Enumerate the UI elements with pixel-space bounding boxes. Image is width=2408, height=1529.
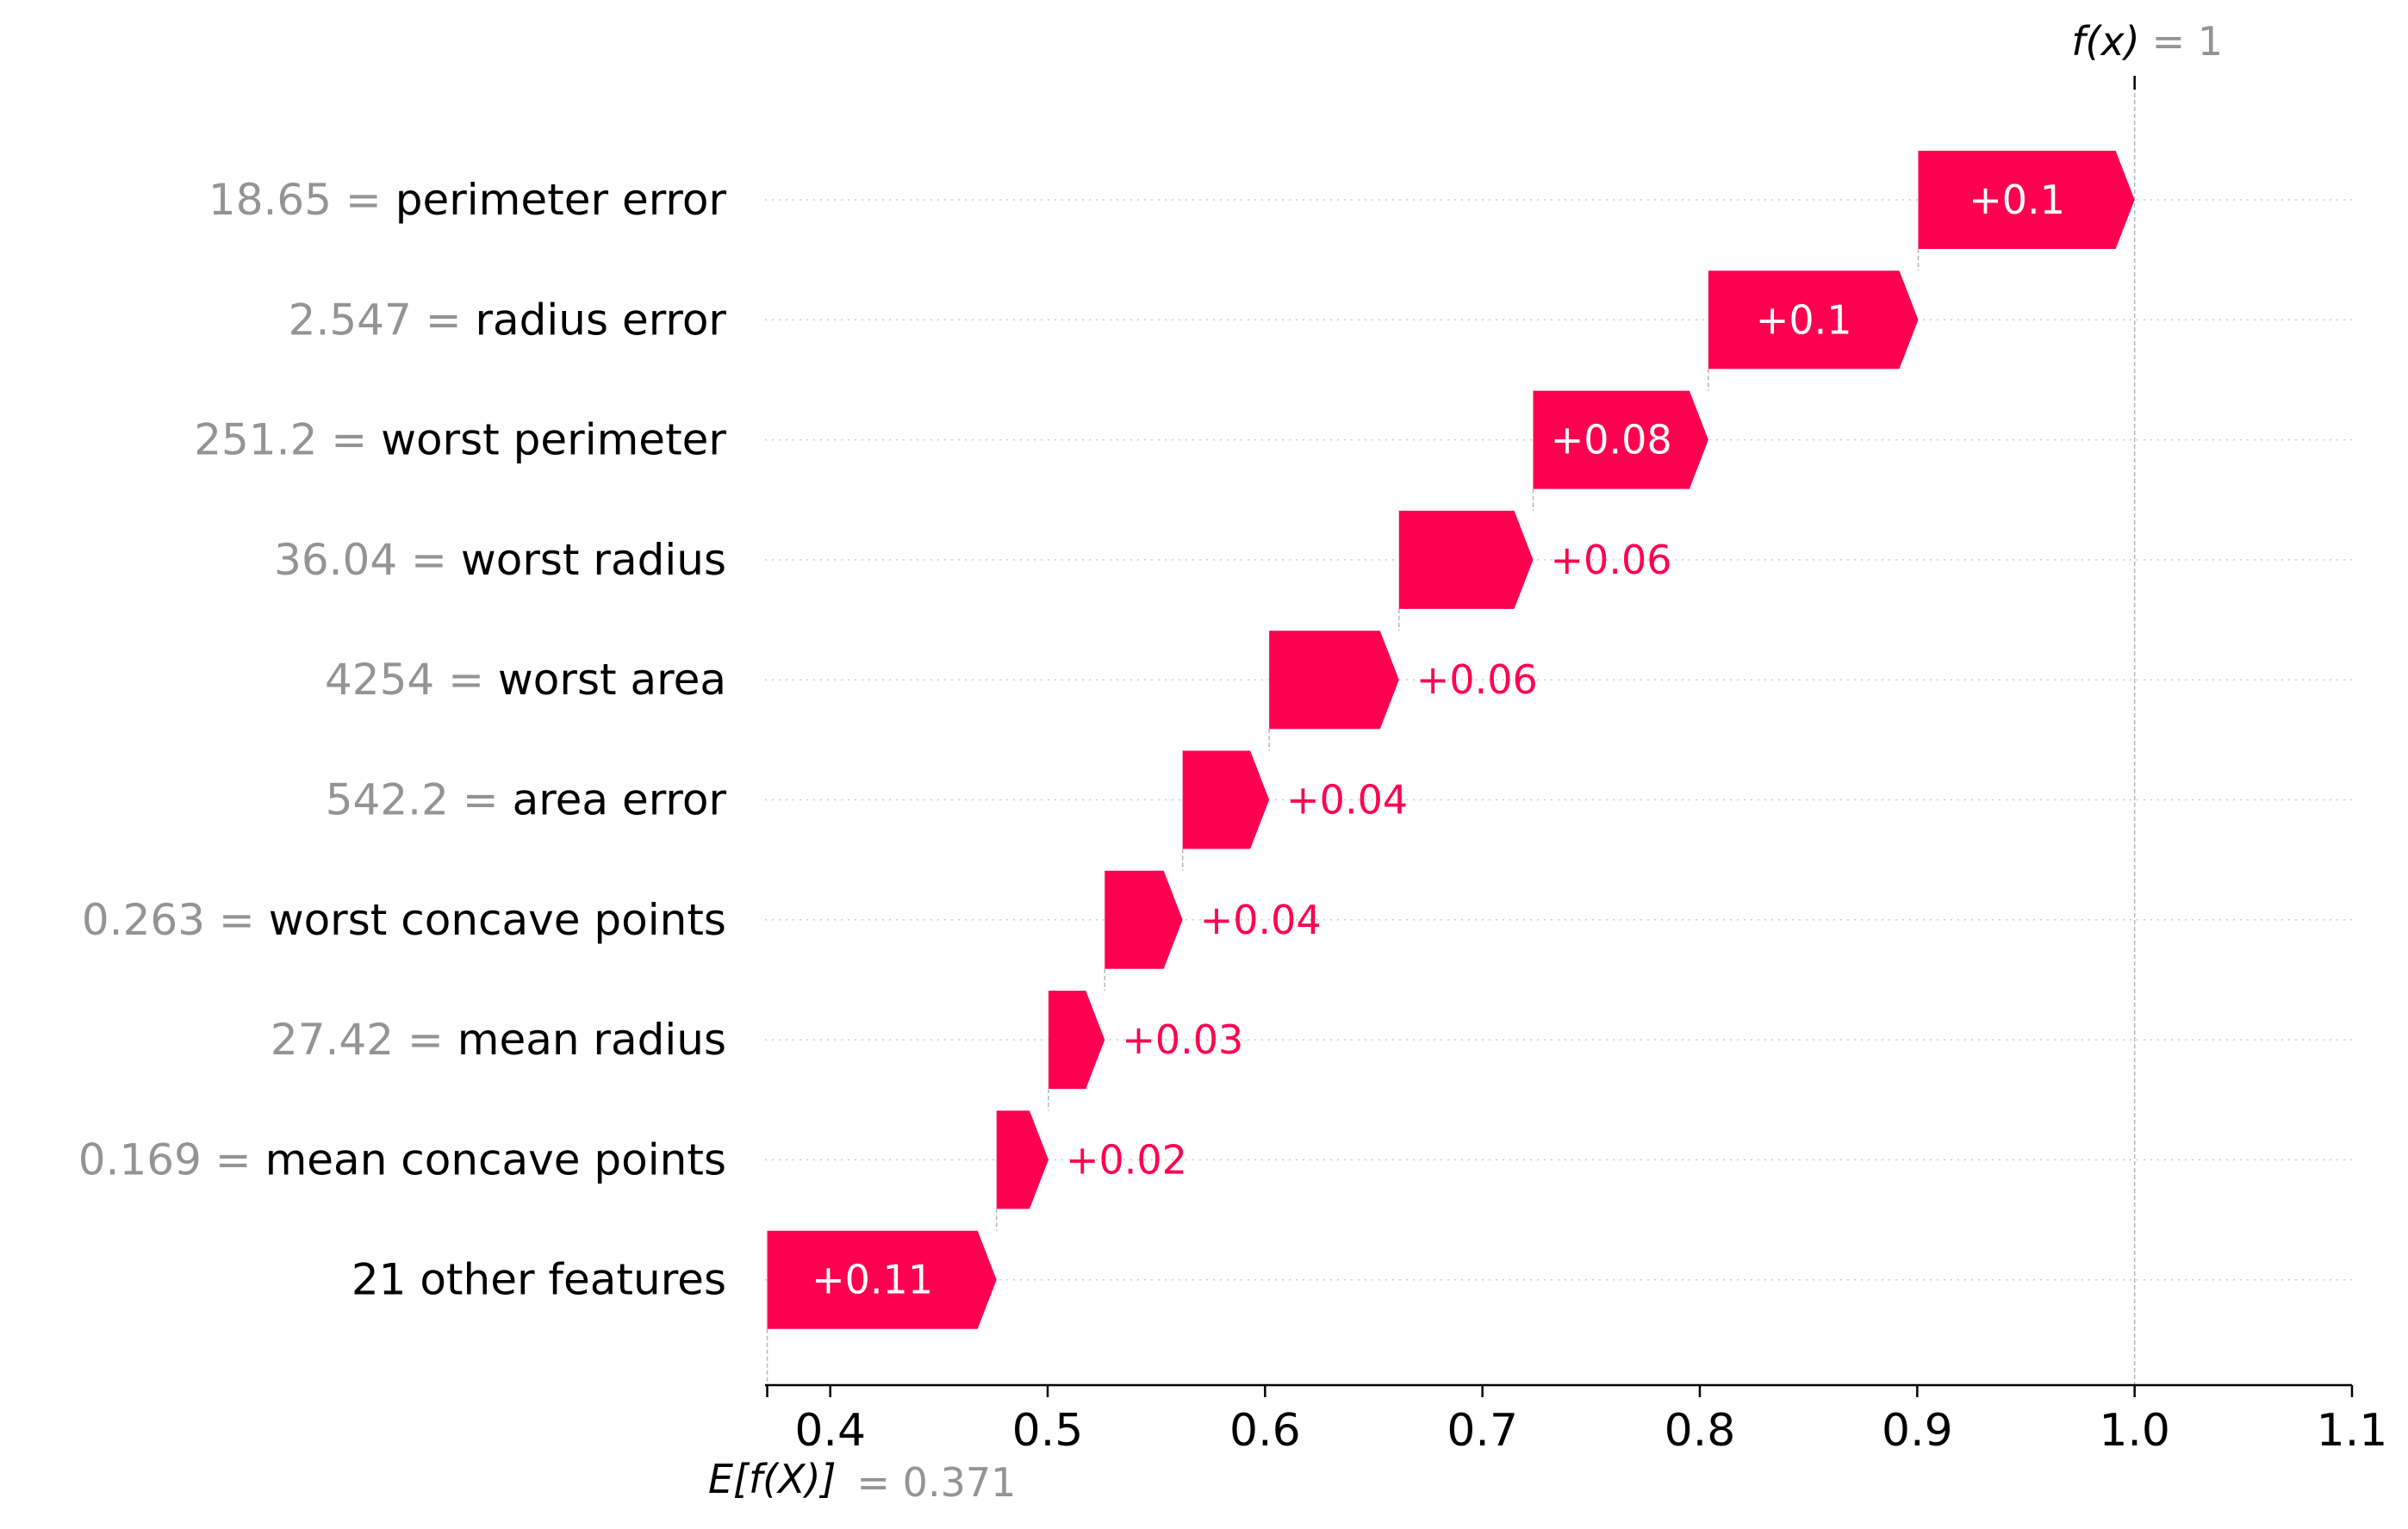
- x-tick-label: 0.9: [1882, 1405, 1953, 1457]
- feature-name: worst concave points: [269, 895, 726, 945]
- feature-value: 2.547 =: [289, 295, 476, 345]
- x-tick-label: 0.6: [1229, 1405, 1301, 1457]
- feature-name: mean radius: [457, 1015, 726, 1065]
- feature-name: perimeter error: [395, 175, 727, 225]
- fx-label: f(x): [2071, 18, 2139, 65]
- feature-name: worst perimeter: [381, 415, 726, 465]
- feature-label: 18.65 = perimeter error: [208, 175, 727, 225]
- contribution-bar: [1269, 631, 1399, 730]
- contribution-bar: [1918, 151, 2135, 249]
- contribution-label: +0.06: [1416, 656, 1538, 703]
- efx-label: E[f(X)]: [708, 1456, 837, 1502]
- x-tick-label: 0.7: [1447, 1405, 1518, 1457]
- feature-label: 36.04 = worst radius: [274, 535, 726, 585]
- feature-labels: 18.65 = perimeter error 2.547 = radius er…: [78, 175, 727, 1305]
- x-axis: 0.4 0.5 0.6 0.7 0.8 0.9 1.0 1.1: [765, 1383, 2388, 1457]
- contribution-label: +0.11: [812, 1257, 933, 1303]
- feature-value: 0.263 =: [82, 895, 269, 945]
- contribution-label: +0.03: [1122, 1016, 1243, 1063]
- feature-value: 27.42 =: [271, 1015, 457, 1065]
- feature-label: 0.169 = mean concave points: [78, 1134, 726, 1184]
- contribution-label: +0.06: [1551, 537, 1672, 583]
- contribution-label: +0.1: [1969, 177, 2065, 223]
- feature-value: 4254 =: [325, 655, 498, 705]
- contribution-bar: [767, 1230, 997, 1329]
- connector-lines: [766, 86, 2136, 1385]
- feature-name: 21 other features: [352, 1255, 726, 1305]
- contribution-bar: [1708, 270, 1919, 370]
- contribution-label: +0.1: [1756, 296, 1852, 343]
- feature-value: 542.2 =: [326, 775, 513, 825]
- feature-label: 2.547 = radius error: [289, 295, 727, 345]
- efx-value: = 0.371: [857, 1459, 1017, 1506]
- contribution-bar: [1398, 510, 1534, 609]
- contribution-bar: [1533, 390, 1708, 489]
- contribution-bars: +0.1 +0.1 +0.08 +0.06 +0.06 +0.04 +0.04 +0.03 +0…: [767, 151, 2135, 1329]
- feature-name: mean concave points: [265, 1134, 726, 1184]
- contribution-bar: [1048, 991, 1105, 1090]
- feature-value: 18.65 =: [208, 175, 395, 225]
- feature-name: worst radius: [461, 535, 726, 585]
- feature-label: 27.42 = mean radius: [271, 1015, 726, 1065]
- feature-label: 21 other features: [352, 1255, 726, 1305]
- x-tick-label: 0.4: [794, 1405, 866, 1457]
- x-tick-label: 0.8: [1664, 1405, 1736, 1457]
- contribution-bar: [1104, 870, 1183, 969]
- feature-value: 36.04 =: [274, 535, 461, 585]
- feature-value: 0.169 =: [78, 1134, 265, 1184]
- contribution-label: +0.02: [1066, 1136, 1187, 1183]
- base-marker: E[f(X)] = 0.371: [708, 1456, 1016, 1506]
- feature-label: 251.2 = worst perimeter: [194, 415, 726, 465]
- feature-name: radius error: [475, 295, 726, 345]
- contribution-label: +0.04: [1286, 777, 1408, 824]
- feature-label: 0.263 = worst concave points: [82, 895, 726, 945]
- output-marker: f(x) = 1: [2071, 18, 2223, 90]
- contribution-bar: [996, 1110, 1048, 1209]
- x-tick-label: 1.1: [2317, 1405, 2388, 1457]
- feature-label: 4254 = worst area: [325, 655, 726, 705]
- feature-value: 251.2 =: [194, 415, 381, 465]
- contribution-label: +0.04: [1200, 897, 1322, 943]
- contribution-bar: [1182, 750, 1270, 849]
- feature-name: area error: [513, 775, 727, 825]
- feature-name: worst area: [498, 655, 726, 705]
- feature-label: 542.2 = area error: [326, 775, 727, 825]
- fx-value: = 1: [2152, 18, 2223, 65]
- x-tick-label: 1.0: [2099, 1405, 2170, 1457]
- contribution-label: +0.08: [1551, 417, 1672, 463]
- x-tick-label: 0.5: [1012, 1405, 1084, 1457]
